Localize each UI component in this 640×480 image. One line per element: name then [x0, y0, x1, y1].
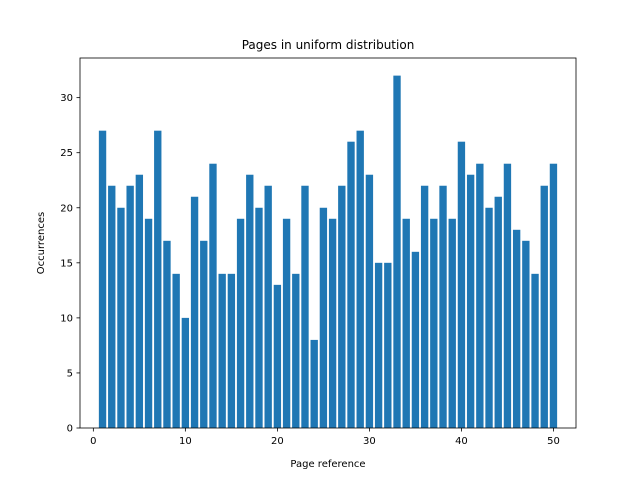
bar-page-27 [338, 185, 346, 428]
bar-page-2 [108, 185, 116, 428]
bar-page-19 [264, 185, 272, 428]
x-tick-label: 30 [363, 436, 376, 447]
bar-page-44 [494, 196, 502, 428]
y-tick-label: 0 [67, 424, 73, 435]
bar-page-31 [374, 262, 383, 428]
x-tick-label: 50 [547, 436, 560, 447]
y-axis-label: Occurrences [36, 212, 47, 274]
x-tick-label: 20 [271, 436, 284, 447]
bar-page-17 [246, 174, 254, 428]
bar-page-29 [356, 130, 364, 428]
plot-frame [79, 57, 577, 429]
bar-page-3 [117, 207, 125, 428]
bar-page-6 [144, 218, 153, 428]
y-tick-label: 25 [60, 148, 73, 159]
bar-series [98, 75, 558, 429]
bar-page-25 [319, 207, 328, 428]
bar-page-35 [411, 251, 420, 428]
x-tick-label: 10 [179, 436, 192, 447]
bar-page-33 [393, 75, 401, 429]
bar-page-36 [420, 185, 429, 428]
bar-page-43 [485, 207, 493, 428]
bar-page-16 [236, 218, 245, 428]
bar-page-42 [476, 163, 484, 428]
bar-page-47 [522, 240, 530, 428]
x-tick-label: 0 [90, 436, 96, 447]
bar-page-13 [209, 163, 217, 428]
bar-page-49 [540, 185, 548, 428]
x-axis-ticks: 0 10 20 30 40 50 [90, 428, 560, 447]
bar-page-18 [255, 207, 263, 428]
bar-page-22 [292, 273, 300, 428]
bar-page-50 [549, 163, 558, 428]
bar-page-9 [172, 273, 180, 428]
bar-page-20 [273, 284, 282, 428]
bar-page-41 [466, 174, 475, 428]
x-axis-label: Page reference [290, 459, 365, 470]
x-tick-label: 40 [455, 436, 468, 447]
bar-page-38 [439, 185, 447, 428]
y-tick-label: 5 [67, 368, 73, 379]
bar-page-34 [402, 218, 410, 428]
bar-page-7 [154, 130, 162, 428]
bar-page-24 [310, 339, 318, 428]
y-tick-label: 20 [60, 203, 73, 214]
bar-page-5 [135, 174, 144, 428]
bar-page-28 [347, 141, 355, 428]
bar-page-10 [181, 317, 190, 428]
bar-page-46 [512, 229, 521, 428]
bar-page-12 [200, 240, 208, 428]
bar-page-45 [503, 163, 512, 428]
bar-page-11 [190, 196, 199, 428]
y-tick-label: 15 [60, 258, 73, 269]
bar-page-30 [365, 174, 374, 428]
bar-page-39 [448, 218, 456, 428]
bar-page-21 [282, 218, 291, 428]
bar-page-1 [98, 130, 107, 428]
bar-page-32 [384, 262, 392, 428]
bar-page-48 [531, 273, 539, 428]
bar-page-23 [301, 185, 309, 428]
y-axis-ticks: 0 5 10 15 20 25 30 [60, 93, 80, 435]
chart-title: Pages in uniform distribution [242, 38, 415, 52]
bar-page-4 [126, 185, 134, 428]
bar-page-15 [227, 273, 236, 428]
bar-page-14 [218, 273, 226, 428]
bar-page-8 [163, 240, 171, 428]
bar-page-40 [457, 141, 466, 428]
y-tick-label: 10 [60, 313, 73, 324]
bar-page-26 [328, 218, 337, 428]
y-tick-label: 30 [60, 93, 73, 104]
bar-page-37 [430, 218, 438, 428]
